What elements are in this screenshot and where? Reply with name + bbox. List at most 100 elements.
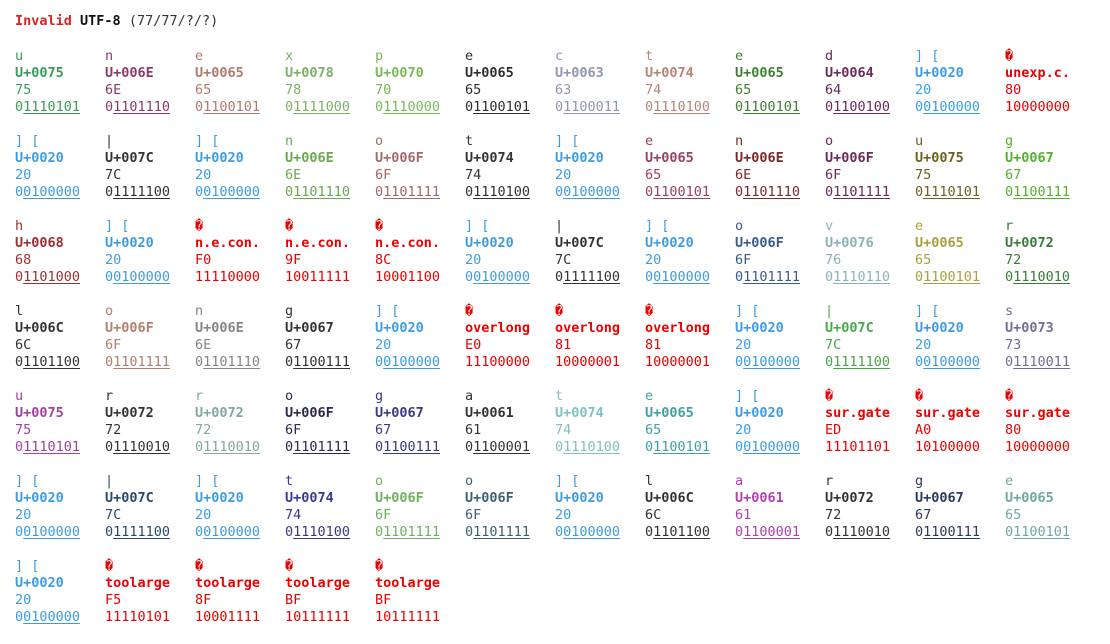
glyph: o <box>105 303 114 319</box>
hex-value: 72 <box>195 422 212 438</box>
binary-lead-bit: 0 <box>465 99 474 115</box>
codepoint-label: U+0020 <box>555 150 604 166</box>
byte-cell: n U+006E 6E 01101110 <box>105 48 195 133</box>
glyph: � <box>825 388 834 404</box>
binary-payload-bits: 10001111 <box>195 609 261 625</box>
glyph: e <box>915 218 924 234</box>
binary-payload-bits: 1101110 <box>293 184 351 200</box>
binary-payload-bits: 1101111 <box>113 354 171 370</box>
byte-cell: o U+006F 6F 01101111 <box>735 218 825 303</box>
binary-payload-bits: 1110100 <box>293 524 351 540</box>
glyph: o <box>285 388 294 404</box>
hex-value: 6F <box>105 337 122 353</box>
binary-value: 00100000 <box>15 184 80 201</box>
byte-cell: t U+0074 74 01110100 <box>285 473 375 558</box>
hex-value: 80 <box>1005 422 1022 438</box>
byte-cell: s U+0073 73 01110011 <box>1005 303 1095 388</box>
binary-value: 01110100 <box>645 99 710 116</box>
byte-cell: r U+0072 72 01110010 <box>195 388 285 473</box>
hex-value: 20 <box>195 167 212 183</box>
binary-value: 01100111 <box>915 524 980 541</box>
hex-value: 65 <box>645 422 662 438</box>
binary-payload-bits: 1101111 <box>743 269 801 285</box>
binary-payload-bits: 1100111 <box>923 524 981 540</box>
binary-payload-bits: 1101110 <box>743 184 801 200</box>
byte-cell: ] [U+0020 20 00100000 <box>645 218 735 303</box>
binary-payload-bits: 1110101 <box>23 439 81 455</box>
binary-payload-bits: 0100000 <box>23 609 81 625</box>
binary-value: 00100000 <box>915 354 980 371</box>
binary-lead-bit: 0 <box>285 524 294 540</box>
binary-lead-bit: 0 <box>375 99 384 115</box>
codepoint-label: U+0065 <box>915 235 964 251</box>
binary-lead-bit: 0 <box>465 439 474 455</box>
hex-value: 6F <box>735 252 752 268</box>
invalid-byte-cell: � sur.gate 80 10000000 <box>1005 388 1095 473</box>
glyph: ] [ <box>15 473 40 489</box>
binary-lead-bit: 0 <box>735 269 744 285</box>
glyph: ] [ <box>465 218 490 234</box>
codepoint-label: U+0061 <box>735 490 784 506</box>
byte-cell: g U+0067 67 01100111 <box>915 473 1005 558</box>
binary-value: 01100111 <box>375 439 440 456</box>
codepoint-label: U+0020 <box>465 235 514 251</box>
invalid-byte-cell: � n.e.con. 8C 10001100 <box>375 218 465 303</box>
hex-value: 65 <box>1005 507 1022 523</box>
binary-value: 00100000 <box>195 184 260 201</box>
glyph: e <box>645 133 654 149</box>
codepoint-label: U+0061 <box>465 405 514 421</box>
binary-payload-bits: 11101101 <box>825 439 891 455</box>
glyph: l <box>15 303 24 319</box>
codepoint-label: U+007C <box>825 320 874 336</box>
binary-payload-bits: 1100101 <box>923 269 981 285</box>
binary-value: 01100101 <box>1005 524 1070 541</box>
hex-value: 76 <box>825 252 842 268</box>
hex-value: 64 <box>825 82 842 98</box>
codepoint-label: U+0073 <box>1005 320 1054 336</box>
hex-value: 6F <box>465 507 482 523</box>
binary-lead-bit: 0 <box>915 184 924 200</box>
binary-payload-bits: 0100000 <box>653 269 711 285</box>
byte-cell: d U+0064 64 01100100 <box>825 48 915 133</box>
glyph: u <box>915 133 924 149</box>
binary-lead-bit: 0 <box>555 439 564 455</box>
binary-lead-bit: 0 <box>555 524 564 540</box>
codepoint-label: toolarge <box>285 575 351 591</box>
binary-payload-bits: 10000000 <box>1005 99 1071 115</box>
codepoint-label: U+0065 <box>645 150 694 166</box>
codepoint-label: U+0065 <box>465 65 514 81</box>
hex-value: ED <box>825 422 842 438</box>
glyph: t <box>465 133 474 149</box>
hex-value: 6E <box>285 167 302 183</box>
binary-payload-bits: 1100111 <box>293 354 351 370</box>
glyph: � <box>1005 388 1014 404</box>
hex-value: 20 <box>195 507 212 523</box>
byte-cell: e U+0065 65 01100101 <box>645 388 735 473</box>
glyph: � <box>105 558 114 574</box>
binary-value: 01101111 <box>375 524 440 541</box>
glyph: g <box>375 388 384 404</box>
binary-value: 00100000 <box>555 524 620 541</box>
codepoint-label: U+0068 <box>15 235 64 251</box>
hex-value: 75 <box>15 422 32 438</box>
codepoint-label: U+006F <box>375 490 424 506</box>
binary-value: 10111111 <box>375 609 440 626</box>
hex-value: 20 <box>915 82 932 98</box>
hex-value: 61 <box>465 422 482 438</box>
binary-lead-bit: 0 <box>735 354 744 370</box>
binary-value: 01110100 <box>465 184 530 201</box>
codepoint-label: sur.gate <box>1005 405 1071 421</box>
binary-value: 00100000 <box>15 609 80 626</box>
codepoint-label: U+006E <box>735 150 784 166</box>
byte-cell: ] [U+0020 20 00100000 <box>465 218 555 303</box>
binary-lead-bit: 0 <box>195 524 204 540</box>
hex-value: 67 <box>375 422 392 438</box>
binary-payload-bits: 1110010 <box>833 524 891 540</box>
hex-value: 20 <box>555 507 572 523</box>
codepoint-label: U+0072 <box>825 490 874 506</box>
binary-payload-bits: 0100000 <box>23 524 81 540</box>
hex-value: 67 <box>1005 167 1022 183</box>
binary-payload-bits: 11110101 <box>105 609 171 625</box>
binary-payload-bits: 10011111 <box>285 269 351 285</box>
byte-cell: v U+0076 76 01110110 <box>825 218 915 303</box>
